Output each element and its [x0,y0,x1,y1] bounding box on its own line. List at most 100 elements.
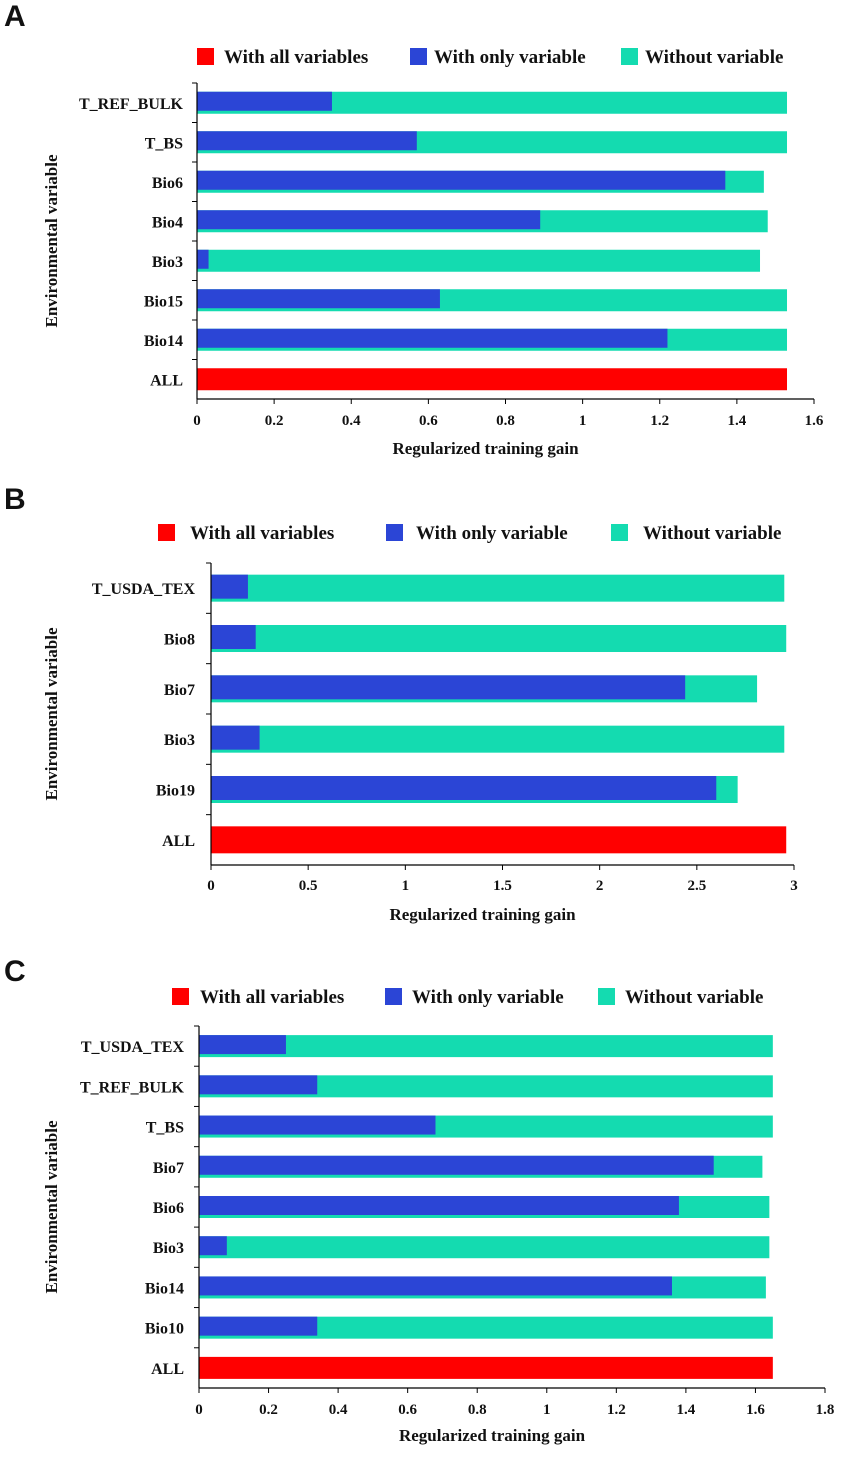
x-axis-title: Regularized training gain [399,1426,586,1445]
bar-with-only-variable [199,1075,318,1095]
category-label: Bio4 [152,214,183,231]
x-tick-label: 0.8 [468,1402,487,1418]
bar-with-only-variable [199,1236,227,1256]
x-tick-label: 0.6 [419,413,438,429]
x-tick-label: 1 [543,1402,551,1418]
category-label: Bio14 [145,1280,184,1297]
chart-panel-b: B With all variables With only variable Wi… [0,483,851,945]
bar-with-all-variables [197,368,788,391]
legend-swatch [611,524,628,541]
category-label: ALL [151,1361,184,1378]
x-tick-label: 0 [193,413,201,429]
x-tick-label: 0.4 [329,1402,348,1418]
legend-swatch [158,524,175,541]
legend-label: Without variable [625,987,763,1008]
category-label: Bio3 [152,254,183,271]
x-tick-label: 3 [790,878,798,894]
category-label: T_REF_BULK [79,96,184,113]
x-tick-label: 0.5 [299,878,318,894]
bar-with-only-variable [197,289,440,309]
x-tick-label: 2.5 [687,878,706,894]
category-label: T_USDA_TEX [92,581,196,598]
x-tick-label: 0.2 [259,1402,278,1418]
bar-with-only-variable [199,1316,318,1336]
legend-label: Without variable [645,47,783,68]
x-tick-label: 1.6 [805,413,824,429]
bar-with-only-variable [197,328,668,348]
legend-swatch [386,524,403,541]
legend-label: With all variables [200,987,344,1008]
bar-with-all-variables [199,1356,773,1379]
category-label: Bio8 [164,632,195,649]
bar-with-only-variable [197,170,726,190]
category-label: Bio19 [156,783,195,800]
x-tick-label: 2 [596,878,604,894]
x-tick-label: 0 [207,878,215,894]
bar-with-only-variable [211,725,260,750]
bar-with-only-variable [199,1276,672,1296]
panel-letter: B [4,483,26,516]
x-tick-label: 1.8 [816,1402,835,1418]
legend-label: With all variables [190,523,334,544]
bar-with-only-variable [199,1196,679,1215]
category-label: T_BS [145,135,183,152]
x-axis-title: Regularized training gain [389,905,576,924]
panel-letter: C [4,955,26,988]
legend-swatch [172,988,189,1005]
bar-with-only-variable [211,675,686,700]
chart-panel-a: A With all variables With only variable Wi… [0,0,851,470]
x-tick-label: 1.2 [607,1402,626,1418]
x-tick-label: 1.6 [746,1402,765,1418]
x-tick-label: 1.4 [677,1402,696,1418]
category-label: Bio3 [164,732,195,749]
x-tick-label: 0.2 [265,413,284,429]
bar-with-only-variable [211,625,256,649]
y-axis-title: Environmental variable [42,627,61,800]
legend-swatch [621,48,638,65]
bar-without-variable [211,625,787,652]
y-axis-title: Environmental variable [42,154,61,327]
category-label: ALL [162,833,195,850]
bar-without-variable [197,249,761,272]
legend-label: With all variables [224,47,368,68]
x-tick-label: 1 [402,878,410,894]
category-label: T_REF_BULK [80,1079,185,1096]
legend-swatch [598,988,615,1005]
x-tick-label: 0.4 [342,413,361,429]
x-tick-label: 0 [195,1402,203,1418]
bar-without-variable [199,1075,773,1098]
chart-panel-c: C With all variables With only variable Wi… [0,955,851,1459]
category-label: Bio15 [144,293,183,310]
category-label: Bio7 [153,1160,184,1177]
x-tick-label: 1 [579,413,587,429]
x-tick-label: 1.2 [650,413,669,429]
category-label: Bio7 [164,682,195,699]
bar-without-variable [199,1035,773,1058]
category-label: Bio6 [152,175,183,192]
panel-letter: A [4,0,26,33]
bar-without-variable [197,91,788,114]
bar-with-only-variable [211,776,717,800]
legend-swatch [410,48,427,65]
legend-swatch [197,48,214,65]
category-label: Bio3 [153,1240,184,1257]
category-label: Bio14 [144,333,183,350]
bar-with-only-variable [197,210,541,230]
category-label: Bio6 [153,1200,184,1217]
x-axis-title: Regularized training gain [392,439,579,458]
legend-label: With only variable [412,987,564,1008]
category-label: T_BS [146,1120,184,1137]
legend-label: With only variable [434,47,586,68]
x-tick-label: 1.5 [493,878,512,894]
bar-without-variable [211,574,785,602]
x-tick-label: 1.4 [728,413,747,429]
bar-with-only-variable [211,574,248,599]
category-label: Bio10 [145,1321,184,1338]
bar-without-variable [211,725,785,753]
legend-swatch [385,988,402,1005]
category-label: T_USDA_TEX [81,1039,185,1056]
bar-with-only-variable [199,1115,436,1135]
chart-a: With all variables With only variable With… [42,47,824,458]
x-tick-label: 0.8 [496,413,515,429]
chart-b: With all variables With only variable With… [42,523,798,924]
